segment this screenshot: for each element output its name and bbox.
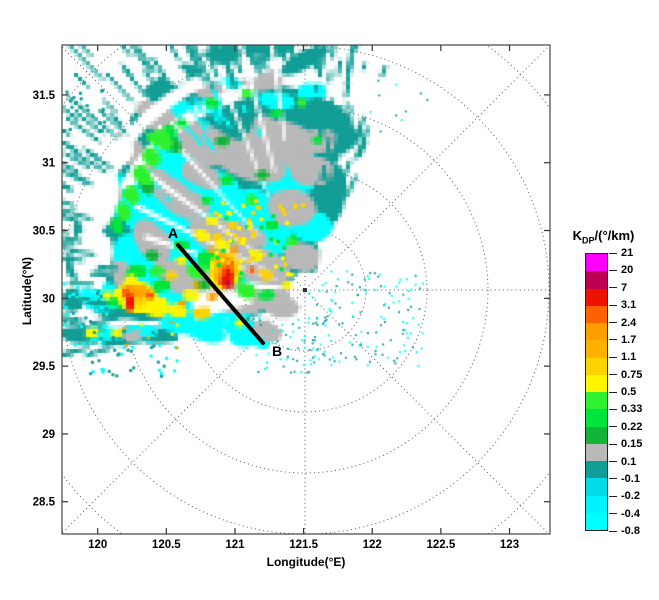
- colorbar-segment: [586, 357, 607, 375]
- colorbar-title-sub: DP: [582, 235, 595, 246]
- y-tick-label: 31: [42, 158, 55, 170]
- colorbar-tick-label: 1.7: [621, 333, 637, 346]
- colorbar-tick: [609, 495, 617, 497]
- y-tick-label: 30: [42, 293, 55, 305]
- colorbar-tick: [609, 287, 617, 289]
- colorbar-segment: [586, 288, 607, 306]
- colorbar-tick: [609, 269, 617, 271]
- x-tick-label: 121: [225, 539, 245, 551]
- colorbar-segment: [586, 374, 607, 392]
- cross-section-label-b: B: [272, 343, 282, 359]
- colorbar-segment: [586, 409, 607, 427]
- colorbar-tick-label: 0.1: [621, 455, 637, 468]
- colorbar-title: KDP/(°/km): [556, 228, 651, 246]
- colorbar-tick-label: 0.22: [621, 420, 643, 433]
- colorbar-tick: [609, 374, 617, 376]
- colorbar-tick-label: -0.4: [621, 507, 640, 520]
- x-tick-label: 122.5: [426, 539, 455, 551]
- colorbar-tick: [609, 252, 617, 254]
- colorbar-tick: [609, 513, 617, 515]
- y-tick-label: 31.5: [33, 90, 56, 102]
- colorbar-tick-label: -0.2: [621, 490, 640, 503]
- y-axis-label: Latitude(°N): [20, 256, 34, 326]
- colorbar-tick-label: 0.5: [621, 386, 637, 398]
- x-tick-label: 121.5: [289, 539, 318, 551]
- colorbar-tick-label: 0.15: [621, 438, 643, 451]
- colorbar-tick: [609, 391, 617, 393]
- colorbar-tick-label: 1.1: [621, 351, 637, 364]
- x-tick-label: 120: [88, 539, 107, 551]
- x-tick-label: 120.5: [152, 539, 181, 551]
- colorbar-segment: [586, 443, 607, 461]
- colorbar-segment: [586, 305, 607, 323]
- y-tick-label: 29.5: [33, 361, 56, 373]
- y-tick-label: 30.5: [33, 226, 56, 238]
- colorbar-segment: [586, 340, 607, 358]
- colorbar-tick: [609, 461, 617, 462]
- x-axis-label: Longitude(°E): [266, 555, 346, 569]
- colorbar-title-k: K: [572, 228, 582, 243]
- colorbar-segment: [586, 392, 607, 410]
- colorbar-tick: [609, 426, 617, 428]
- colorbar-segment: [586, 495, 607, 513]
- cross-section-label-a: A: [168, 225, 178, 241]
- colorbar-title-units: /(°/km): [594, 228, 635, 243]
- colorbar-tick: [609, 322, 617, 323]
- colorbar-tick-label: 20: [621, 264, 634, 277]
- radar-center-marker: [303, 288, 307, 292]
- colorbar-tick: [609, 408, 617, 410]
- colorbar-tick-label: -0.1: [621, 472, 640, 485]
- x-tick-label: 122: [363, 539, 382, 551]
- colorbar-segment: [586, 271, 607, 289]
- colorbar-tick-label: 0.75: [621, 368, 643, 381]
- colorbar-segment: [586, 426, 607, 444]
- colorbar-tick-label: 21: [621, 247, 634, 259]
- y-tick-label: 28.5: [33, 497, 56, 509]
- x-tick-label: 123: [500, 539, 519, 551]
- colorbar-segment: [586, 512, 607, 530]
- colorbar-segment: [586, 478, 607, 496]
- colorbar-segment: [586, 323, 607, 341]
- colorbar-tick: [609, 478, 617, 480]
- colorbar-tick-label: 3.1: [621, 299, 637, 312]
- colorbar-tick: [609, 443, 617, 445]
- colorbar-segment: [586, 254, 607, 272]
- colorbar-tick-label: -0.8: [621, 525, 640, 537]
- colorbar: [585, 253, 608, 531]
- colorbar-tick-label: 0.33: [621, 403, 643, 416]
- colorbar-tick: [609, 530, 617, 532]
- plot-border: [61, 44, 551, 535]
- colorbar-tick: [609, 339, 617, 341]
- colorbar-tick: [609, 356, 617, 358]
- colorbar-segment: [586, 461, 607, 479]
- colorbar-tick-label: 7: [621, 281, 628, 294]
- cross-section-line: [176, 243, 265, 345]
- y-tick-label: 29: [42, 429, 55, 441]
- colorbar-tick: [609, 304, 617, 306]
- colorbar-tick-label: 2.4: [621, 316, 637, 329]
